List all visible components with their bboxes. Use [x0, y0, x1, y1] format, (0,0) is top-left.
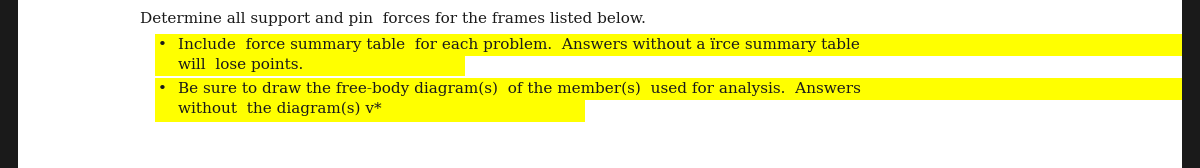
Text: Include  force summary table  for each problem.  Answers without a ïrce summary : Include force summary table for each pro…: [178, 38, 860, 52]
Bar: [1182, 0, 1200, 168]
Text: Be sure to draw the free-body diagram(s)  of the member(s)  used for analysis.  : Be sure to draw the free-body diagram(s)…: [178, 82, 860, 96]
Bar: [0, 0, 18, 168]
Text: Determine all support and pin  forces for the frames listed below.: Determine all support and pin forces for…: [140, 12, 646, 26]
Bar: [155, 100, 586, 122]
Bar: [155, 34, 1183, 56]
Text: •: •: [158, 82, 167, 96]
Bar: [155, 54, 466, 76]
Bar: [155, 78, 1183, 100]
Text: •: •: [158, 38, 167, 52]
Text: without  the diagram(s) v*: without the diagram(s) v*: [178, 102, 382, 116]
Text: will  lose points.: will lose points.: [178, 58, 304, 72]
